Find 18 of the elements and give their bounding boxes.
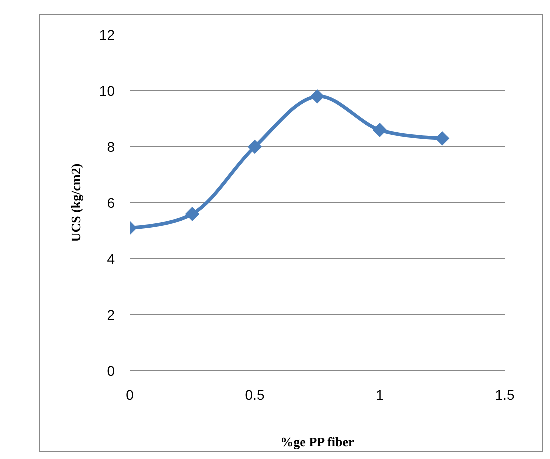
x-tick-label: 0.5 xyxy=(245,387,265,403)
x-tick-label: 1 xyxy=(376,387,384,403)
y-tick-label: 4 xyxy=(107,250,116,267)
point xyxy=(310,89,325,104)
y-tick-label: 8 xyxy=(107,138,116,155)
x-tick-label: 0 xyxy=(126,387,134,403)
point xyxy=(248,140,262,154)
y-tick-label: 6 xyxy=(107,194,116,211)
y-tick-label: 12 xyxy=(99,26,116,43)
y-tick-label: 0 xyxy=(107,362,116,379)
point xyxy=(435,131,450,146)
y-tick-label: 10 xyxy=(99,82,116,99)
x-tick-label: 1.5 xyxy=(495,387,515,403)
y-axis-title: UCS (kg/cm2) xyxy=(68,164,84,242)
point xyxy=(185,207,200,222)
y-tick-label: 2 xyxy=(107,306,116,323)
point xyxy=(372,123,388,138)
x-axis-title: %ge PP fiber xyxy=(280,434,355,450)
